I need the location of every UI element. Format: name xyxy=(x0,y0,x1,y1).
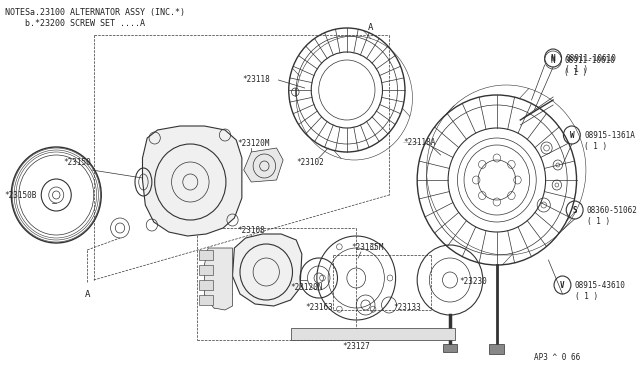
Text: 08915-1361A: 08915-1361A xyxy=(584,131,635,140)
Bar xyxy=(490,344,504,354)
Text: *23118A: *23118A xyxy=(403,138,435,147)
Text: 08915-43610: 08915-43610 xyxy=(575,280,625,289)
Text: V: V xyxy=(560,280,564,289)
Text: S: S xyxy=(572,205,577,215)
Text: *23120M: *23120M xyxy=(237,139,269,148)
Text: N: N xyxy=(551,55,556,64)
Bar xyxy=(199,280,213,290)
Text: *23133: *23133 xyxy=(394,304,422,312)
Text: W: W xyxy=(570,131,574,140)
Text: 08911-10610: 08911-10610 xyxy=(564,55,615,64)
Text: *23150: *23150 xyxy=(64,158,92,167)
Text: b.*23200 SCREW SET ....A: b.*23200 SCREW SET ....A xyxy=(4,19,145,28)
Polygon shape xyxy=(204,248,232,310)
Bar xyxy=(444,344,456,352)
Polygon shape xyxy=(143,126,242,236)
Polygon shape xyxy=(232,234,302,306)
Text: ( 1 ): ( 1 ) xyxy=(564,67,588,77)
Text: ( 1 ): ( 1 ) xyxy=(587,217,610,225)
Bar xyxy=(199,295,213,305)
Polygon shape xyxy=(244,148,283,182)
Text: A: A xyxy=(84,290,90,299)
Text: A: A xyxy=(367,23,373,32)
Text: 08911-10610: 08911-10610 xyxy=(565,54,616,62)
Text: *23150B: *23150B xyxy=(4,190,37,199)
Bar xyxy=(199,265,213,275)
Text: *23102: *23102 xyxy=(296,158,324,167)
Text: *23108: *23108 xyxy=(237,226,265,235)
Text: *23118: *23118 xyxy=(242,75,269,84)
Text: *23163: *23163 xyxy=(305,304,333,312)
Text: ( 1 ): ( 1 ) xyxy=(575,292,598,301)
Text: *23230: *23230 xyxy=(460,278,487,286)
Text: NOTESa.23100 ALTERNATOR ASSY (INC.*): NOTESa.23100 ALTERNATOR ASSY (INC.*) xyxy=(4,8,185,17)
Text: *23118A - see above: *23118A - see above xyxy=(403,142,420,143)
Text: ( 1 ): ( 1 ) xyxy=(584,141,607,151)
Text: *23135M: *23135M xyxy=(351,243,384,252)
Bar xyxy=(291,328,454,340)
Text: *23127: *23127 xyxy=(342,342,370,351)
Text: N: N xyxy=(551,54,556,62)
Text: 08360-51062: 08360-51062 xyxy=(587,205,637,215)
Bar xyxy=(199,250,213,260)
Text: *23120N: *23120N xyxy=(291,283,323,292)
Text: AP3 ^ 0 66: AP3 ^ 0 66 xyxy=(534,353,580,362)
Text: ( 1 ): ( 1 ) xyxy=(565,64,588,74)
